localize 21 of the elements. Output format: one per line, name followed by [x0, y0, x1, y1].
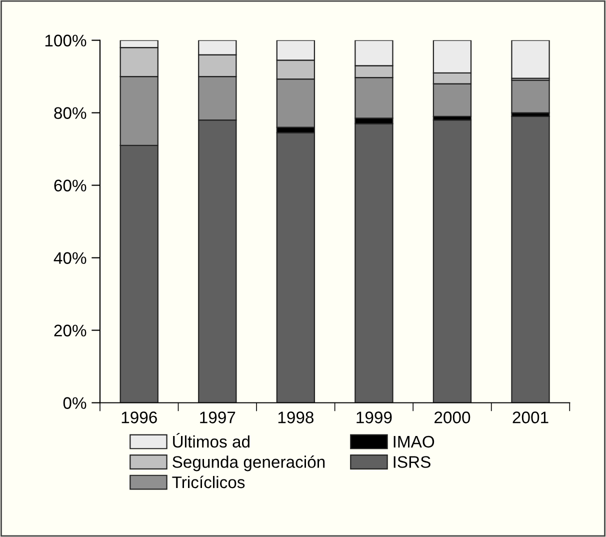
- x-tick-label: 2001: [512, 412, 548, 424]
- y-tick-label: 20%: [54, 324, 86, 336]
- x-tick-label: 2000: [434, 412, 470, 424]
- bar: [432, 119, 472, 403]
- legend-label: IMAO: [394, 436, 434, 448]
- y-tick-label: 80%: [54, 107, 86, 119]
- legend-label: ISRS: [394, 456, 430, 468]
- x-tick-label: 1996: [122, 412, 157, 424]
- x-tick-label: 1999: [356, 412, 392, 424]
- legend-label: Últimos ad: [173, 433, 250, 448]
- x-tick-label: 1998: [278, 412, 314, 424]
- x-tick-label: 1997: [200, 412, 236, 424]
- y-tick-label: 40%: [54, 252, 86, 264]
- legend-label: Tricíclicos: [172, 476, 245, 488]
- bar: [354, 123, 394, 403]
- bar: [276, 132, 316, 403]
- y-tick-label: 100%: [45, 34, 86, 46]
- bar: [511, 116, 550, 403]
- y-tick-label: 60%: [54, 180, 86, 192]
- legend-label: Segunda generación: [172, 455, 325, 472]
- y-tick-label: 0%: [63, 397, 86, 409]
